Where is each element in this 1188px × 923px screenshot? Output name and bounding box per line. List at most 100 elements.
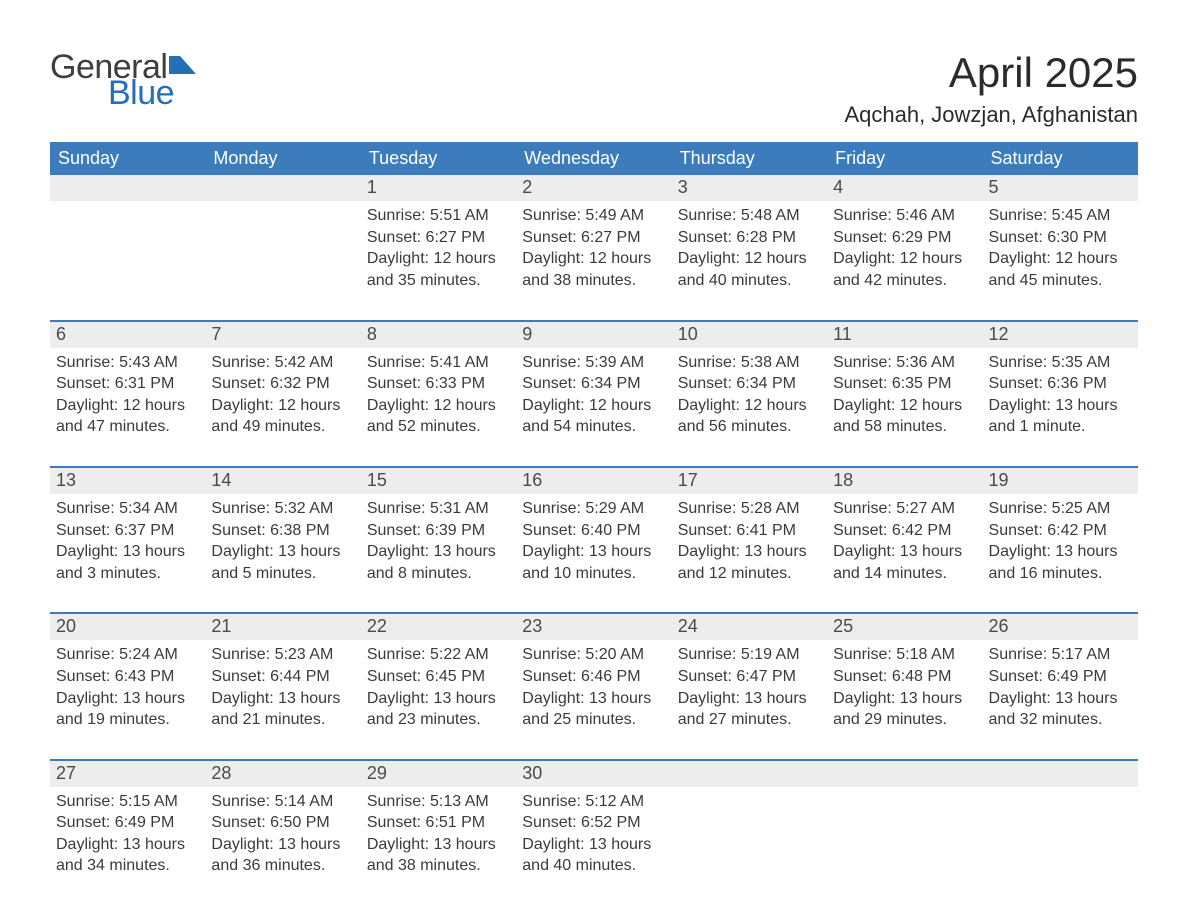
day-body: Sunrise: 5:34 AMSunset: 6:37 PMDaylight:…: [50, 494, 205, 584]
sunrise-text: Sunrise: 5:13 AM: [367, 791, 510, 813]
day-number: 12: [983, 322, 1138, 348]
dayname: Monday: [205, 142, 360, 175]
week-row: 13Sunrise: 5:34 AMSunset: 6:37 PMDayligh…: [50, 466, 1138, 590]
day-body: Sunrise: 5:22 AMSunset: 6:45 PMDaylight:…: [361, 640, 516, 730]
sunset-text: Sunset: 6:36 PM: [989, 373, 1132, 395]
day-number: [827, 761, 982, 787]
day-cell: 23Sunrise: 5:20 AMSunset: 6:46 PMDayligh…: [516, 614, 671, 736]
sunset-text: Sunset: 6:41 PM: [678, 520, 821, 542]
day-cell: 22Sunrise: 5:22 AMSunset: 6:45 PMDayligh…: [361, 614, 516, 736]
daylight-text: Daylight: 13 hours and 16 minutes.: [989, 541, 1132, 584]
sunset-text: Sunset: 6:45 PM: [367, 666, 510, 688]
sunrise-text: Sunrise: 5:38 AM: [678, 352, 821, 374]
sunrise-text: Sunrise: 5:20 AM: [522, 644, 665, 666]
sunset-text: Sunset: 6:34 PM: [522, 373, 665, 395]
sunset-text: Sunset: 6:43 PM: [56, 666, 199, 688]
day-number: [50, 175, 205, 201]
sunrise-text: Sunrise: 5:25 AM: [989, 498, 1132, 520]
dayname: Friday: [827, 142, 982, 175]
sunrise-text: Sunrise: 5:46 AM: [833, 205, 976, 227]
day-number: 20: [50, 614, 205, 640]
week-row: 6Sunrise: 5:43 AMSunset: 6:31 PMDaylight…: [50, 320, 1138, 444]
sunrise-text: Sunrise: 5:34 AM: [56, 498, 199, 520]
sunrise-text: Sunrise: 5:41 AM: [367, 352, 510, 374]
sunset-text: Sunset: 6:51 PM: [367, 812, 510, 834]
dayname-row: SundayMondayTuesdayWednesdayThursdayFrid…: [50, 142, 1138, 175]
sunset-text: Sunset: 6:38 PM: [211, 520, 354, 542]
sunset-text: Sunset: 6:40 PM: [522, 520, 665, 542]
day-cell: 13Sunrise: 5:34 AMSunset: 6:37 PMDayligh…: [50, 468, 205, 590]
day-body: Sunrise: 5:14 AMSunset: 6:50 PMDaylight:…: [205, 787, 360, 877]
day-body: Sunrise: 5:23 AMSunset: 6:44 PMDaylight:…: [205, 640, 360, 730]
day-body: Sunrise: 5:48 AMSunset: 6:28 PMDaylight:…: [672, 201, 827, 291]
day-number: 24: [672, 614, 827, 640]
sunrise-text: Sunrise: 5:31 AM: [367, 498, 510, 520]
day-number: 7: [205, 322, 360, 348]
day-cell: 1Sunrise: 5:51 AMSunset: 6:27 PMDaylight…: [361, 175, 516, 297]
day-number: 5: [983, 175, 1138, 201]
brand-logo: General Blue: [50, 50, 199, 110]
day-cell: [205, 175, 360, 297]
sunrise-text: Sunrise: 5:48 AM: [678, 205, 821, 227]
daylight-text: Daylight: 12 hours and 54 minutes.: [522, 395, 665, 438]
sunset-text: Sunset: 6:28 PM: [678, 227, 821, 249]
day-body: Sunrise: 5:18 AMSunset: 6:48 PMDaylight:…: [827, 640, 982, 730]
day-cell: 3Sunrise: 5:48 AMSunset: 6:28 PMDaylight…: [672, 175, 827, 297]
day-number: 18: [827, 468, 982, 494]
daylight-text: Daylight: 12 hours and 49 minutes.: [211, 395, 354, 438]
day-number: 26: [983, 614, 1138, 640]
day-cell: 29Sunrise: 5:13 AMSunset: 6:51 PMDayligh…: [361, 761, 516, 883]
day-number: [205, 175, 360, 201]
day-cell: 16Sunrise: 5:29 AMSunset: 6:40 PMDayligh…: [516, 468, 671, 590]
day-body: Sunrise: 5:25 AMSunset: 6:42 PMDaylight:…: [983, 494, 1138, 584]
day-body: Sunrise: 5:45 AMSunset: 6:30 PMDaylight:…: [983, 201, 1138, 291]
sunset-text: Sunset: 6:29 PM: [833, 227, 976, 249]
day-cell: 8Sunrise: 5:41 AMSunset: 6:33 PMDaylight…: [361, 322, 516, 444]
sunset-text: Sunset: 6:34 PM: [678, 373, 821, 395]
day-body: Sunrise: 5:19 AMSunset: 6:47 PMDaylight:…: [672, 640, 827, 730]
day-cell: 19Sunrise: 5:25 AMSunset: 6:42 PMDayligh…: [983, 468, 1138, 590]
sunset-text: Sunset: 6:39 PM: [367, 520, 510, 542]
day-cell: 20Sunrise: 5:24 AMSunset: 6:43 PMDayligh…: [50, 614, 205, 736]
day-body: Sunrise: 5:46 AMSunset: 6:29 PMDaylight:…: [827, 201, 982, 291]
sunset-text: Sunset: 6:47 PM: [678, 666, 821, 688]
day-body: Sunrise: 5:13 AMSunset: 6:51 PMDaylight:…: [361, 787, 516, 877]
day-body: Sunrise: 5:51 AMSunset: 6:27 PMDaylight:…: [361, 201, 516, 291]
day-cell: 5Sunrise: 5:45 AMSunset: 6:30 PMDaylight…: [983, 175, 1138, 297]
day-body: Sunrise: 5:32 AMSunset: 6:38 PMDaylight:…: [205, 494, 360, 584]
sunrise-text: Sunrise: 5:32 AM: [211, 498, 354, 520]
day-number: 13: [50, 468, 205, 494]
day-body: Sunrise: 5:17 AMSunset: 6:49 PMDaylight:…: [983, 640, 1138, 730]
day-number: 22: [361, 614, 516, 640]
day-body: Sunrise: 5:35 AMSunset: 6:36 PMDaylight:…: [983, 348, 1138, 438]
sunset-text: Sunset: 6:31 PM: [56, 373, 199, 395]
daylight-text: Daylight: 13 hours and 3 minutes.: [56, 541, 199, 584]
daylight-text: Daylight: 13 hours and 36 minutes.: [211, 834, 354, 877]
day-body: Sunrise: 5:39 AMSunset: 6:34 PMDaylight:…: [516, 348, 671, 438]
day-cell: 25Sunrise: 5:18 AMSunset: 6:48 PMDayligh…: [827, 614, 982, 736]
day-number: 4: [827, 175, 982, 201]
day-number: 8: [361, 322, 516, 348]
daylight-text: Daylight: 12 hours and 52 minutes.: [367, 395, 510, 438]
sunset-text: Sunset: 6:32 PM: [211, 373, 354, 395]
sunset-text: Sunset: 6:37 PM: [56, 520, 199, 542]
day-cell: 2Sunrise: 5:49 AMSunset: 6:27 PMDaylight…: [516, 175, 671, 297]
day-body: Sunrise: 5:41 AMSunset: 6:33 PMDaylight:…: [361, 348, 516, 438]
sunrise-text: Sunrise: 5:14 AM: [211, 791, 354, 813]
brand-word2: Blue: [108, 76, 199, 110]
day-number: 21: [205, 614, 360, 640]
day-cell: 17Sunrise: 5:28 AMSunset: 6:41 PMDayligh…: [672, 468, 827, 590]
day-cell: 14Sunrise: 5:32 AMSunset: 6:38 PMDayligh…: [205, 468, 360, 590]
day-number: 3: [672, 175, 827, 201]
daylight-text: Daylight: 13 hours and 25 minutes.: [522, 688, 665, 731]
calendar-grid: SundayMondayTuesdayWednesdayThursdayFrid…: [50, 142, 1138, 883]
daylight-text: Daylight: 13 hours and 27 minutes.: [678, 688, 821, 731]
month-title: April 2025: [844, 50, 1138, 96]
sunset-text: Sunset: 6:46 PM: [522, 666, 665, 688]
sunset-text: Sunset: 6:44 PM: [211, 666, 354, 688]
sunset-text: Sunset: 6:42 PM: [833, 520, 976, 542]
daylight-text: Daylight: 12 hours and 56 minutes.: [678, 395, 821, 438]
week-row: 27Sunrise: 5:15 AMSunset: 6:49 PMDayligh…: [50, 759, 1138, 883]
dayname: Saturday: [983, 142, 1138, 175]
day-body: Sunrise: 5:27 AMSunset: 6:42 PMDaylight:…: [827, 494, 982, 584]
